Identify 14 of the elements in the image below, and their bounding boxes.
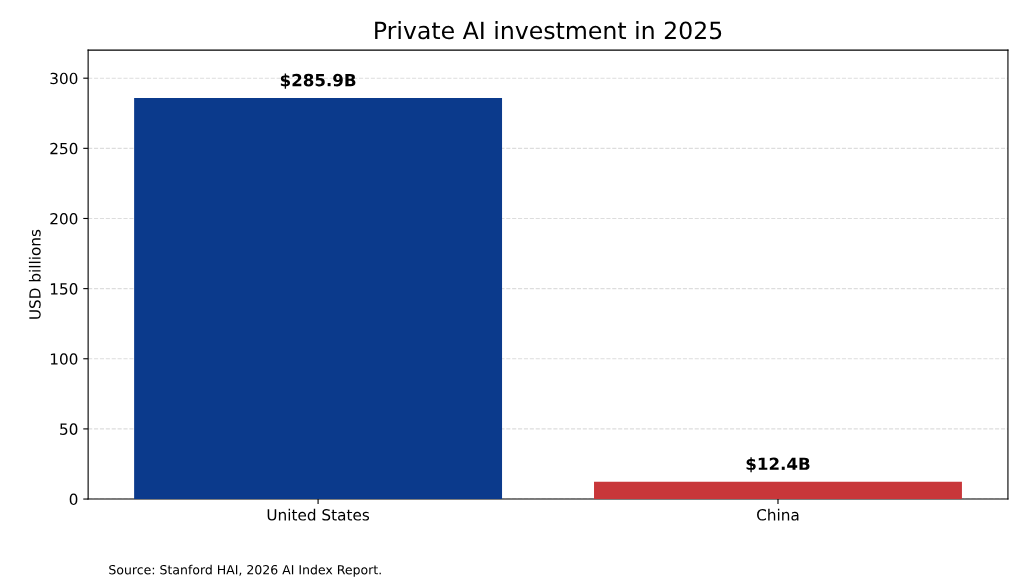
x-tick-label: China <box>757 508 799 521</box>
y-tick-label: 300 <box>50 72 78 85</box>
y-tick-label: 200 <box>50 212 78 225</box>
x-tick-label: United States <box>267 508 370 521</box>
chart-title: Private AI investment in 2025 <box>375 21 722 40</box>
y-tick-label: 0 <box>69 493 78 506</box>
source-note: Source: Stanford HAI, 2026 AI Index Report. <box>109 564 381 577</box>
data-label: $285.9B <box>280 73 356 89</box>
y-tick-label: 250 <box>50 142 78 155</box>
y-axis-title: USD billions <box>28 229 41 319</box>
data-label: $12.4B <box>746 457 810 473</box>
y-tick-label: 50 <box>60 423 78 435</box>
y-tick-label: 150 <box>50 283 78 295</box>
y-tick-label: 100 <box>50 353 78 365</box>
